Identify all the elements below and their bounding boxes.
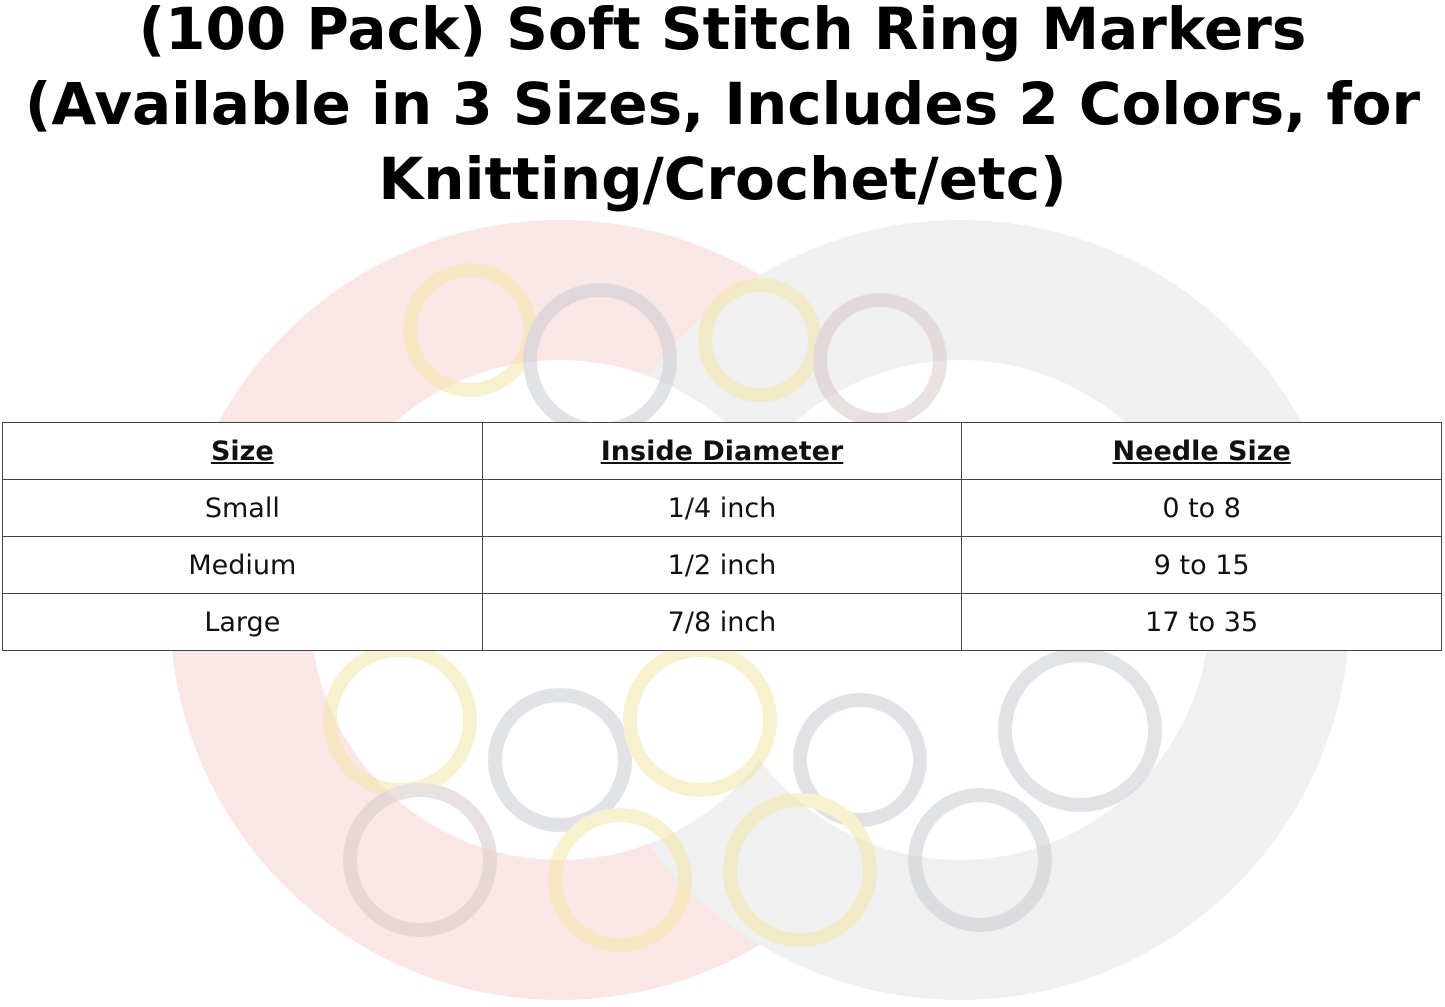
cell-needle: 17 to 35 [961, 593, 1442, 651]
cell-size: Medium [2, 536, 483, 594]
cell-diameter: 1/2 inch [481, 536, 963, 594]
table-row: Large 7/8 inch 17 to 35 [2, 593, 1442, 651]
header-size: Size [2, 422, 483, 480]
cell-diameter: 1/4 inch [481, 479, 963, 537]
cell-diameter: 7/8 inch [481, 593, 963, 651]
table-header-row: Size Inside Diameter Needle Size [2, 422, 1442, 480]
product-title: (100 Pack) Soft Stitch Ring Markers (Ava… [24, 0, 1421, 213]
header-inside-diameter: Inside Diameter [481, 422, 963, 480]
header-needle-size: Needle Size [961, 422, 1442, 480]
size-table: Size Inside Diameter Needle Size Small 1… [2, 422, 1442, 651]
cell-size: Small [2, 479, 483, 537]
table-row: Medium 1/2 inch 9 to 15 [2, 536, 1442, 594]
table-row: Small 1/4 inch 0 to 8 [2, 479, 1442, 537]
cell-needle: 9 to 15 [961, 536, 1442, 594]
cell-needle: 0 to 8 [961, 479, 1442, 537]
cell-size: Large [2, 593, 483, 651]
